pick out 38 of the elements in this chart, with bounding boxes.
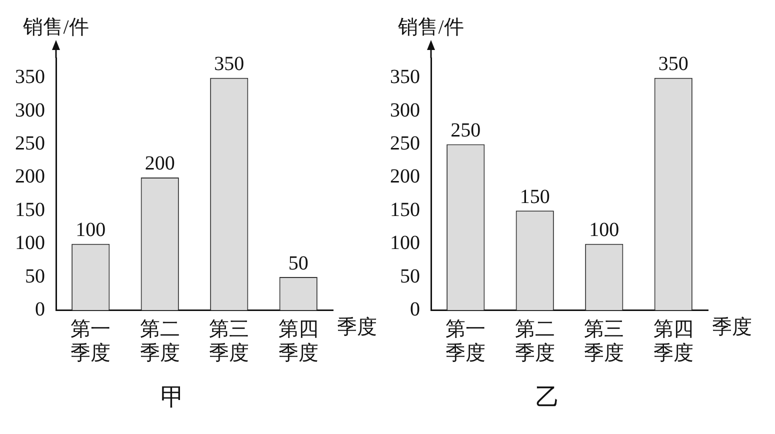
y-axis-title: 销售/件 (22, 16, 89, 38)
x-tick-label: 第二季度 (140, 318, 180, 364)
data-label: 200 (144, 152, 175, 175)
data-label: 100 (76, 219, 106, 242)
y-tick-label: 250 (15, 132, 45, 155)
y-tick-label: 50 (400, 265, 420, 288)
x-axis-title: 季度 (337, 316, 377, 338)
y-tick-label: 250 (390, 132, 420, 155)
x-tick-label: 第三季度 (209, 318, 250, 364)
y-tick-label: 150 (390, 198, 420, 221)
data-label: 350 (214, 53, 244, 76)
x-tick-label: 第四季度 (653, 318, 694, 364)
data-label: 350 (658, 53, 688, 76)
y-tick-label: 200 (390, 166, 420, 188)
x-axis-title: 季度 (712, 316, 752, 338)
y-tick-label: 50 (25, 265, 45, 288)
y-tick-label: 300 (390, 99, 420, 122)
y-axis-title: 销售/件 (397, 16, 464, 38)
data-label: 150 (520, 186, 550, 208)
y-tick-label: 300 (15, 99, 45, 122)
y-tick-label: 0 (35, 298, 45, 320)
x-tick-label: 第四季度 (278, 318, 318, 364)
data-label: 250 (450, 120, 481, 142)
y-tick-label: 100 (390, 232, 420, 254)
data-label: 50 (288, 252, 308, 274)
y-tick-label: 100 (15, 232, 45, 254)
y-tick-label: 350 (15, 66, 45, 88)
x-tick-label: 第三季度 (584, 318, 624, 364)
y-tick-label: 200 (15, 166, 45, 188)
y-tick-label: 350 (390, 66, 420, 88)
y-tick-label: 0 (410, 298, 420, 320)
text: 乙 (536, 384, 560, 411)
x-tick-label: 第一季度 (446, 318, 486, 364)
x-tick-label: 第二季度 (514, 318, 555, 364)
x-tick-label: 第一季度 (70, 318, 111, 364)
text: 甲 (160, 384, 184, 411)
data-label: 100 (589, 219, 620, 242)
y-tick-label: 150 (15, 198, 45, 221)
